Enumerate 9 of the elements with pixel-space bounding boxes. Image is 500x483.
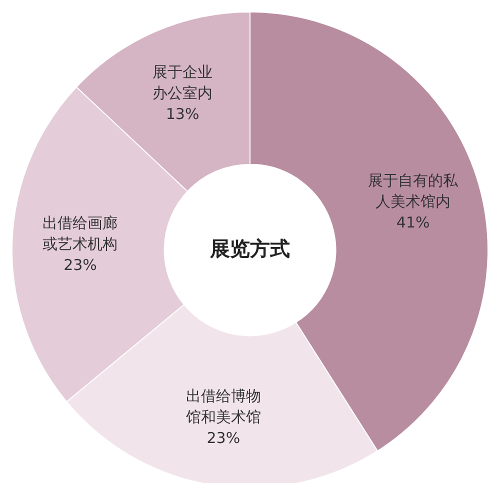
slice-label: 出借给画廊或艺术机构 bbox=[42, 214, 118, 253]
data-label: 23% bbox=[206, 428, 240, 447]
slice-label: 展于自有的私人美术馆内 bbox=[368, 172, 460, 211]
slice-label: 出借给博物馆和美术馆 bbox=[184, 386, 261, 426]
slice-label: 展于企业办公室内 bbox=[152, 63, 213, 102]
data-label: 41% bbox=[396, 214, 430, 232]
data-label: 23% bbox=[64, 256, 97, 274]
text: 展览方式 bbox=[209, 236, 290, 260]
data-label: 13% bbox=[166, 105, 200, 124]
